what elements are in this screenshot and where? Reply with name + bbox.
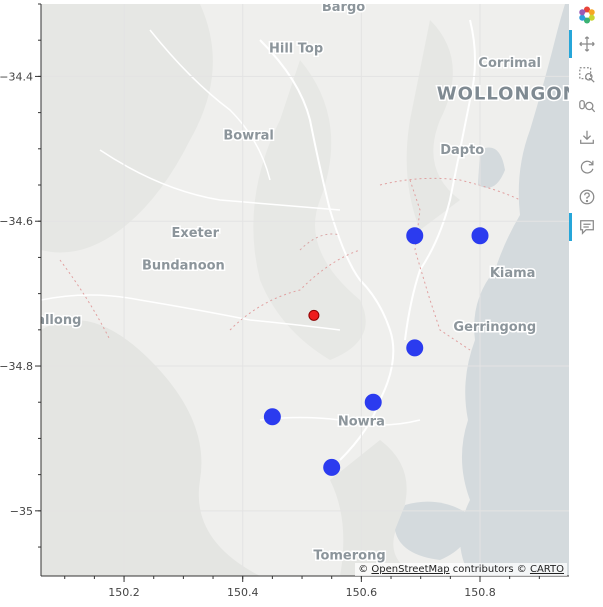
- attribution-prefix: ©: [358, 564, 372, 575]
- place-label: Corrimal: [478, 56, 541, 71]
- highlighted-point[interactable]: [308, 309, 320, 321]
- x-tick-label: 150.4: [227, 586, 259, 599]
- box-zoom-icon[interactable]: [575, 63, 599, 87]
- pan-icon[interactable]: [569, 30, 599, 58]
- hover-icon[interactable]: [569, 213, 599, 241]
- place-label: allong: [36, 313, 81, 328]
- wheel-zoom-icon[interactable]: [575, 94, 599, 118]
- place-label: Gerringong: [453, 320, 536, 335]
- y-tick-label: −35: [10, 505, 33, 518]
- data-point[interactable]: [323, 458, 341, 476]
- place-label: Hill Top: [269, 41, 323, 56]
- carto-link[interactable]: CARTO: [529, 564, 564, 575]
- attribution-mid: contributors ©: [449, 564, 530, 575]
- map-attribution: © OpenStreetMap contributors © CARTO: [355, 563, 567, 576]
- data-point[interactable]: [364, 393, 382, 411]
- help-icon[interactable]: [575, 185, 599, 209]
- data-point[interactable]: [406, 227, 424, 245]
- place-label: Exeter: [171, 226, 219, 241]
- place-label: Kiama: [490, 266, 536, 281]
- plot-toolbar: [569, 0, 603, 607]
- basemap: Bargo Hill Top Corrimal WOLLONGONG Bowral Dap…: [36, 0, 595, 576]
- place-label: Nowra: [338, 414, 385, 429]
- place-label: Bargo: [322, 0, 365, 15]
- reset-icon[interactable]: [575, 155, 599, 179]
- x-tick-label: 150.8: [464, 586, 496, 599]
- place-label: Bundanoon: [142, 259, 225, 274]
- data-point[interactable]: [471, 227, 489, 245]
- place-label: Tomerong: [313, 548, 385, 563]
- y-tick-label: −34.4: [0, 70, 33, 83]
- openstreetmap-link[interactable]: OpenStreetMap: [371, 564, 450, 575]
- y-tick-label: −34.8: [0, 360, 33, 373]
- save-icon[interactable]: [575, 125, 599, 149]
- x-tick-label: 150.6: [346, 586, 378, 599]
- place-label: Dapto: [440, 143, 484, 158]
- data-point[interactable]: [263, 408, 281, 426]
- bokeh-logo-icon[interactable]: [575, 3, 599, 27]
- x-tick-label: 150.2: [108, 586, 140, 599]
- place-label: Bowral: [223, 128, 274, 143]
- data-point[interactable]: [406, 339, 424, 357]
- y-tick-label: −34.6: [0, 215, 33, 228]
- place-label: WOLLONGONG: [437, 84, 595, 105]
